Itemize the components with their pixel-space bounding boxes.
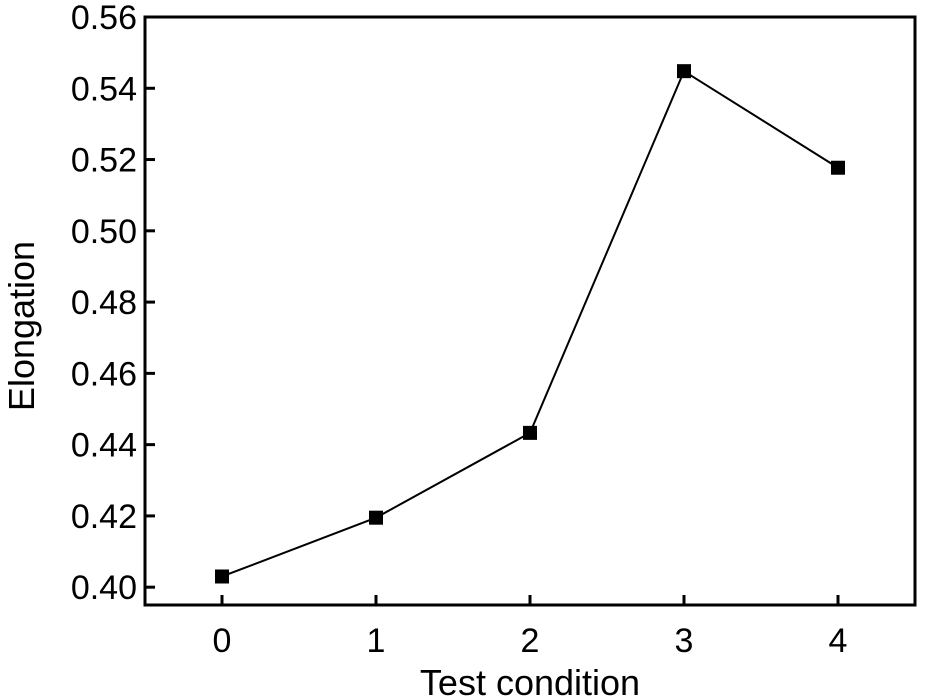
y-tick-label: 0.40 — [71, 569, 137, 607]
y-tick-label: 0.46 — [71, 355, 137, 393]
y-axis-title: Elongation — [1, 241, 42, 411]
data-point — [369, 510, 383, 525]
plot-frame — [143, 15, 917, 607]
data-point — [677, 64, 691, 79]
y-tick-label: 0.56 — [71, 0, 137, 37]
y-axis: 0.40 0.42 0.44 0.46 0.48 0.50 0.52 0.54 0.56 — [71, 0, 155, 607]
x-axis: 0 1 2 3 4 — [213, 595, 848, 660]
data-point — [831, 160, 845, 175]
y-tick-label: 0.48 — [71, 284, 137, 322]
x-tick-label: 0 — [213, 622, 232, 660]
x-tick-label: 4 — [829, 622, 848, 660]
x-tick-label: 1 — [367, 622, 386, 660]
y-tick-label: 0.54 — [71, 70, 137, 108]
data-point — [215, 569, 229, 584]
x-tick-label: 3 — [675, 622, 694, 660]
y-tick-label: 0.44 — [71, 427, 137, 465]
x-tick-label: 2 — [521, 622, 540, 660]
series-line — [221, 69, 839, 578]
y-tick-label: 0.52 — [71, 142, 137, 180]
x-axis-title: Test condition — [420, 662, 640, 700]
data-point — [523, 425, 537, 440]
y-tick-label: 0.50 — [71, 213, 137, 251]
y-tick-label: 0.42 — [71, 498, 137, 536]
series-markers — [215, 64, 845, 584]
